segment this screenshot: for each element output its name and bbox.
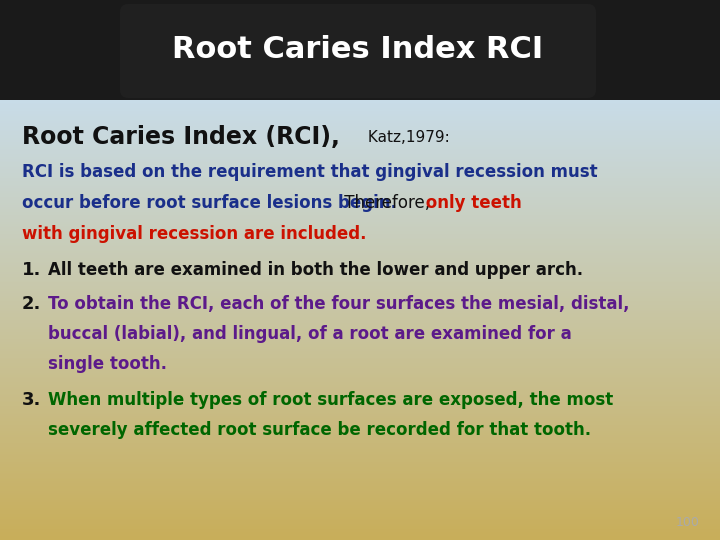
Text: occur before root surface lesions begin.: occur before root surface lesions begin. xyxy=(22,194,397,212)
Text: single tooth.: single tooth. xyxy=(48,355,167,373)
Text: severely affected root surface be recorded for that tooth.: severely affected root surface be record… xyxy=(48,421,591,439)
Text: buccal (labial), and lingual, of a root are examined for a: buccal (labial), and lingual, of a root … xyxy=(48,325,572,343)
Text: 3.: 3. xyxy=(22,391,41,409)
Text: Root Caries Index (RCI),: Root Caries Index (RCI), xyxy=(22,125,340,149)
Bar xyxy=(0,0,720,100)
Text: only teeth: only teeth xyxy=(420,194,522,212)
Text: Root Caries Index RCI: Root Caries Index RCI xyxy=(172,36,544,64)
Text: with gingival recession are included.: with gingival recession are included. xyxy=(22,225,366,243)
Text: When multiple types of root surfaces are exposed, the most: When multiple types of root surfaces are… xyxy=(48,391,613,409)
Text: 100: 100 xyxy=(676,516,700,529)
Text: RCI is based on the requirement that gingival recession must: RCI is based on the requirement that gin… xyxy=(22,163,598,181)
Text: 1.: 1. xyxy=(22,261,41,279)
Text: Katz,1979:: Katz,1979: xyxy=(363,130,450,145)
FancyBboxPatch shape xyxy=(120,4,596,98)
Text: Therefore,: Therefore, xyxy=(339,194,430,212)
Text: To obtain the RCI, each of the four surfaces the mesial, distal,: To obtain the RCI, each of the four surf… xyxy=(48,295,629,313)
Text: All teeth are examined in both the lower and upper arch.: All teeth are examined in both the lower… xyxy=(48,261,583,279)
Text: 2.: 2. xyxy=(22,295,41,313)
